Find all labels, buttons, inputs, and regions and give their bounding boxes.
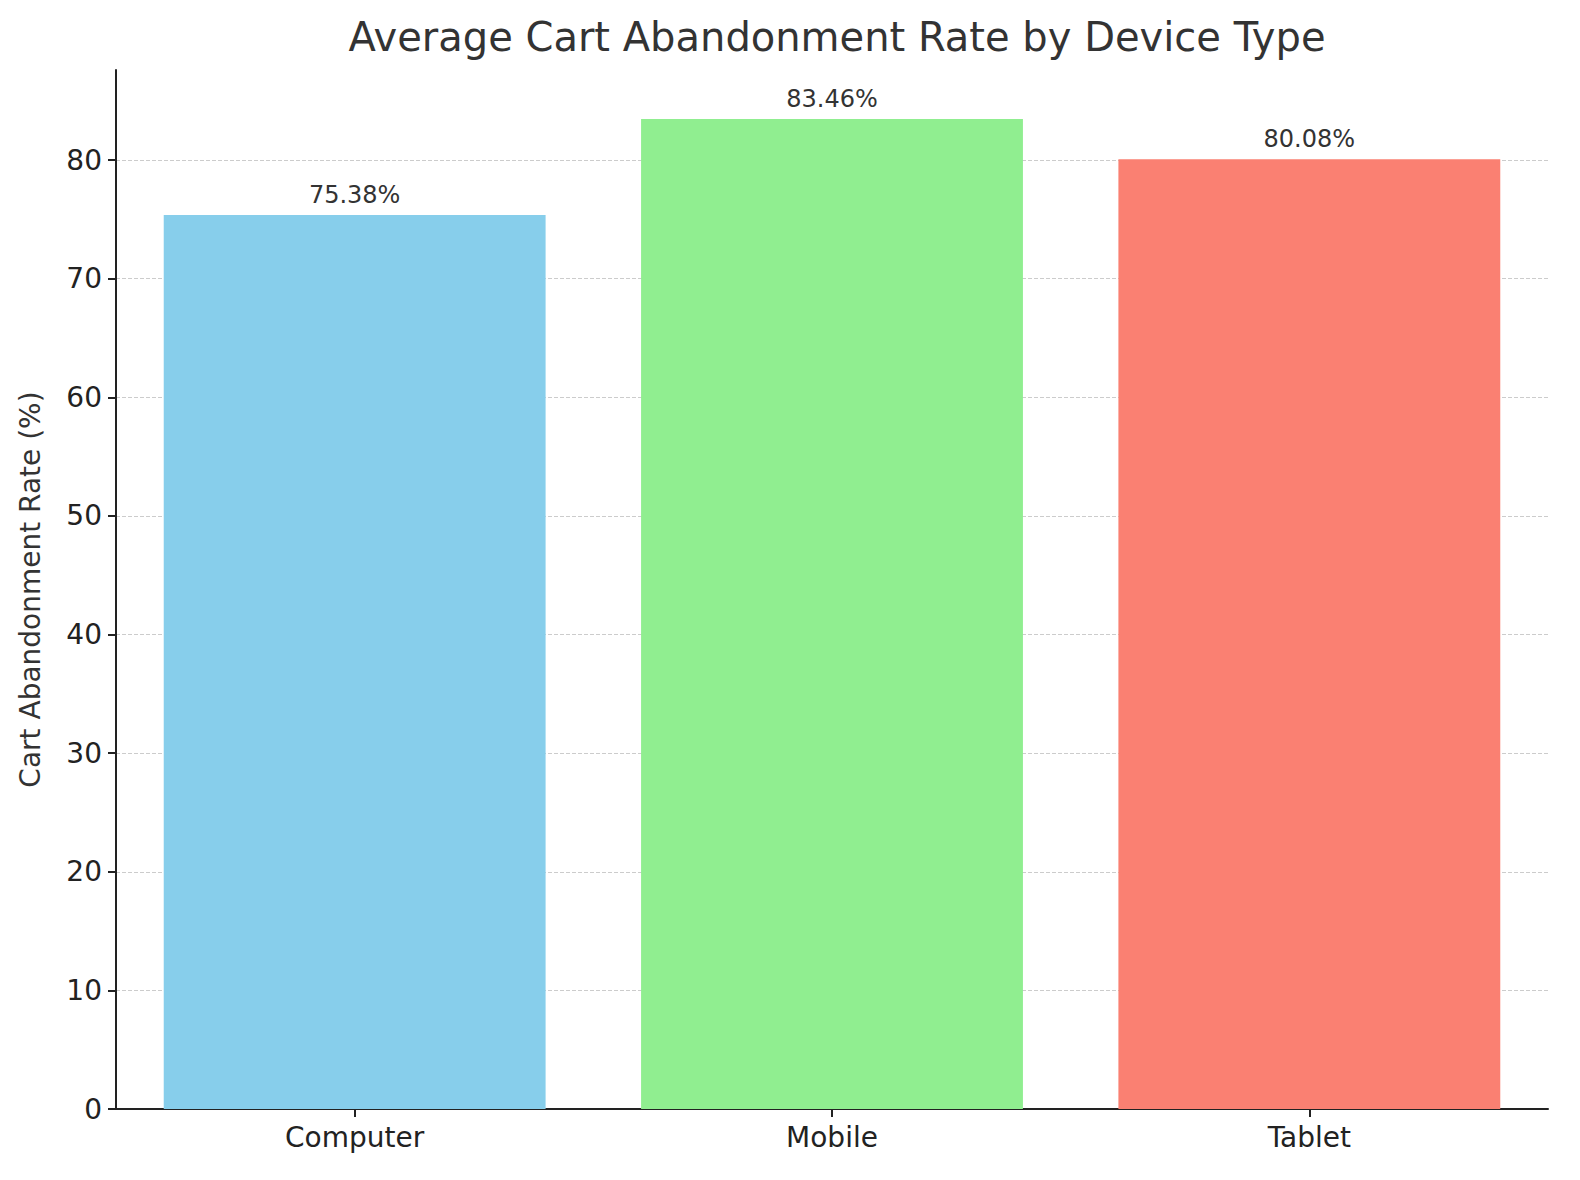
svg-text:70: 70 (66, 262, 102, 295)
svg-text:83.46%: 83.46% (786, 85, 878, 113)
svg-text:Tablet: Tablet (1267, 1121, 1351, 1154)
svg-text:10: 10 (66, 974, 102, 1007)
svg-text:60: 60 (66, 381, 102, 414)
svg-text:50: 50 (66, 499, 102, 532)
svg-text:20: 20 (66, 855, 102, 888)
svg-text:Computer: Computer (285, 1121, 425, 1154)
svg-text:80: 80 (66, 144, 102, 177)
svg-text:0: 0 (84, 1093, 102, 1126)
svg-text:Cart Abandonment Rate (%): Cart Abandonment Rate (%) (14, 391, 47, 787)
svg-text:Mobile: Mobile (786, 1121, 878, 1154)
svg-text:80.08%: 80.08% (1264, 125, 1356, 153)
svg-text:75.38%: 75.38% (309, 181, 401, 209)
svg-text:30: 30 (66, 737, 102, 770)
svg-text:40: 40 (66, 618, 102, 651)
svg-text:Average Cart Abandonment Rate: Average Cart Abandonment Rate by Device … (348, 14, 1325, 60)
